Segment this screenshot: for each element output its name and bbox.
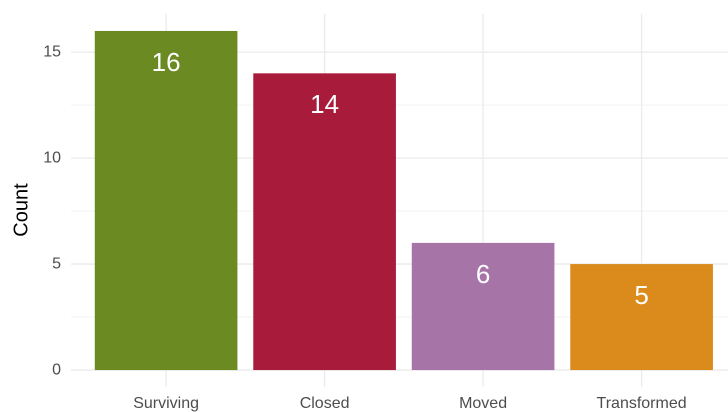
value-label: 5	[634, 280, 648, 310]
bar	[94, 30, 238, 371]
x-tick-label: Closed	[300, 395, 350, 412]
value-label: 6	[476, 259, 490, 289]
x-tick-label: Moved	[459, 395, 507, 412]
y-tick-label: 10	[43, 149, 61, 166]
y-tick-label: 0	[52, 361, 61, 378]
bar	[411, 242, 555, 371]
bar	[253, 73, 396, 371]
bar	[570, 264, 713, 371]
x-tick-label: Surviving	[133, 395, 199, 412]
y-tick-label: 5	[52, 255, 61, 272]
y-axis-label: Count	[10, 183, 32, 237]
x-tick-label: Transformed	[597, 395, 687, 412]
marks: Surviving 16 Closed 14 Moved 6 Transformed 5	[94, 30, 713, 412]
value-label: 14	[310, 89, 339, 119]
value-label: 16	[152, 47, 181, 77]
y-tick-label: 15	[43, 43, 61, 60]
